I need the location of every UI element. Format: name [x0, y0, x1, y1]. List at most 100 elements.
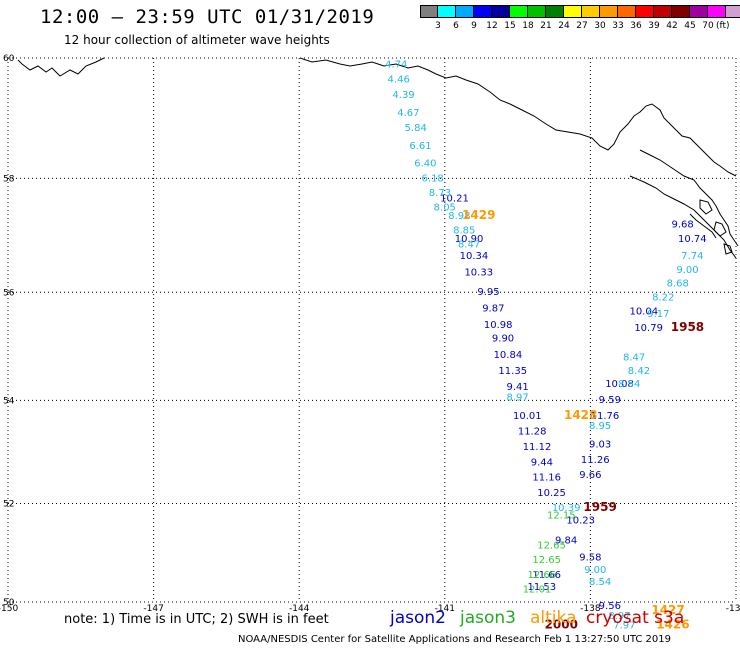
lon-tick-label: -135 — [726, 604, 740, 614]
wave-height-label: 8.73 — [429, 188, 451, 199]
colorbar-swatch — [618, 5, 636, 18]
wave-height-label: 11.76 — [591, 411, 620, 422]
wave-height-label: 9.87 — [482, 304, 504, 315]
wave-height-label: 8.05 — [434, 202, 456, 213]
colorbar-label: 24 — [558, 21, 570, 31]
colorbar-swatch — [456, 5, 474, 18]
wave-height-label: 8.47 — [458, 239, 480, 250]
wave-height-label: 9.58 — [579, 553, 601, 564]
wave-height-label: 9.59 — [599, 395, 621, 406]
wave-height-label: 9.00 — [676, 265, 698, 276]
wave-height-label: 6.18 — [422, 173, 444, 184]
wave-height-label: 1429 — [462, 208, 495, 222]
grid-lines — [7, 57, 737, 603]
wave-height-label: 1959 — [583, 500, 616, 514]
colorbar-swatch — [690, 5, 708, 18]
lon-tick-label: -150 — [0, 604, 18, 614]
map-subtitle: 12 hour collection of altimeter wave hei… — [64, 33, 330, 47]
colorbar-swatch — [528, 5, 546, 18]
wave-height-label: 10.01 — [513, 411, 542, 422]
wave-height-label: 10.74 — [678, 234, 707, 245]
lon-tick-label: -147 — [143, 604, 163, 614]
colorbar-label: 18 — [522, 21, 534, 31]
wave-height-label: 6.40 — [414, 159, 436, 170]
colorbar-swatch — [564, 5, 582, 18]
wave-height-label: 4.67 — [397, 108, 419, 119]
wave-height-label: 11.66 — [532, 570, 561, 581]
wave-height-label: 10.23 — [566, 516, 595, 527]
colorbar — [420, 5, 740, 18]
colorbar-swatch — [636, 5, 654, 18]
wave-height-label: 1426 — [656, 617, 689, 631]
colorbar-label: 39 — [648, 21, 660, 31]
wave-height-label: 10.21 — [440, 194, 469, 205]
colorbar-label: 6 — [453, 21, 459, 31]
wave-height-label: 9.00 — [584, 565, 606, 576]
coastline — [17, 57, 739, 259]
wave-height-label: 8.47 — [623, 352, 645, 363]
colorbar-swatch — [654, 5, 672, 18]
wave-height-label: 10.39 — [552, 503, 581, 514]
wave-height-label: 7.74 — [681, 251, 703, 262]
satellite-legend-item: jason2 — [390, 608, 446, 628]
wave-height-label: 9.95 — [477, 287, 499, 298]
wave-height-label: 6.61 — [409, 141, 431, 152]
colorbar-label: 9 — [471, 21, 477, 31]
wave-height-label: 1428 — [564, 408, 597, 422]
lat-tick-label: 52 — [3, 499, 14, 509]
colorbar-label: 21 — [540, 21, 552, 31]
wave-height-label: 8.54 — [589, 577, 611, 588]
wave-height-label: 10.08 — [605, 379, 634, 390]
colorbar-swatch — [708, 5, 726, 18]
wave-height-label: 10.90 — [455, 234, 484, 245]
wave-height-label: 11.53 — [528, 582, 557, 593]
satellite-legend-item: jason3 — [460, 608, 516, 628]
wave-height-label: 9.17 — [647, 309, 669, 320]
lat-tick-label: 50 — [3, 598, 15, 608]
wave-height-label: 12.66 — [528, 570, 557, 581]
wave-height-label: 2000 — [545, 617, 578, 631]
colorbar-label: 3 — [435, 21, 441, 31]
wave-height-label: 11.26 — [581, 455, 610, 466]
colorbar-label: 30 — [594, 21, 606, 31]
wave-height-label: 12.01 — [523, 584, 552, 595]
map-title: 12:00 – 23:59 UTC 01/31/2019 — [40, 6, 375, 28]
wave-height-labels: 10.21 10.90 10.34 10.33 9.95 9.87 10.98 9.90 10.… — [385, 59, 707, 631]
colorbar-label: 15 — [504, 21, 516, 31]
island-2 — [713, 221, 727, 237]
satellite-legend-item: cryosat s3a — [586, 608, 685, 628]
wave-height-label: 10.33 — [464, 268, 493, 279]
wave-height-label: 8.68 — [667, 279, 689, 290]
colorbar-swatch — [492, 5, 510, 18]
wave-height-label: 9.41 — [506, 382, 528, 393]
wave-height-label: 8.22 — [652, 293, 674, 304]
colorbar-unit: (ft) — [716, 21, 730, 31]
axis-tick-labels: -150 -147 -144 -141 -138 -135 60 58 56 54 52 50 — [0, 54, 740, 614]
wave-height-label: 11.35 — [498, 366, 527, 377]
wave-height-label: 1958 — [671, 320, 704, 334]
wave-height-label: 4.74 — [385, 59, 407, 70]
wave-height-label: 8.95 — [589, 421, 611, 432]
lat-tick-label: 56 — [3, 288, 15, 298]
wave-height-label: 8.54 — [618, 379, 640, 390]
colorbar-swatch — [726, 5, 740, 18]
colorbar-label: 27 — [576, 21, 588, 31]
wave-height-label: 8.42 — [628, 366, 650, 377]
alaska-coast — [17, 57, 737, 177]
wave-height-label: 11.16 — [532, 473, 561, 484]
wave-height-label: 11.12 — [523, 442, 552, 453]
wave-height-label: 12.15 — [547, 511, 576, 522]
lat-tick-label: 54 — [3, 396, 15, 406]
southeast-alaska-coast — [629, 149, 739, 259]
wave-height-label: 8.98 — [448, 211, 470, 222]
colorbar-swatch — [420, 5, 438, 18]
wave-height-label: 9.03 — [589, 439, 611, 450]
footnote: note: 1) Time is in UTC; 2) SWH is in fe… — [64, 612, 329, 627]
colorbar-swatch — [474, 5, 492, 18]
lat-tick-label: 58 — [3, 174, 15, 184]
satellite-legend-item: altika — [530, 608, 577, 628]
colorbar-labels: 3 6 9 12 15 18 21 24 27 30 33 36 39 42 45 70 — [420, 21, 740, 33]
colorbar-swatch — [438, 5, 456, 18]
wave-height-label: 8.85 — [453, 225, 475, 236]
